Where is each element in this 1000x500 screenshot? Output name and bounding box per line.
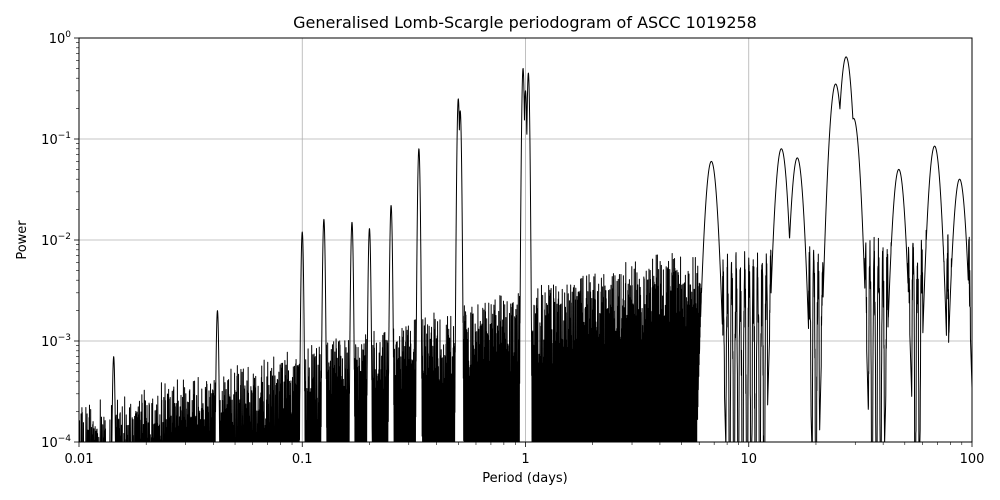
y-axis-label: Power [15,220,30,260]
y-tick-label-base: 10 [41,335,58,350]
chart-title: Generalised Lomb-Scargle periodogram of … [293,13,757,32]
x-tick-label: 1 [521,452,529,467]
y-tick-label: 10−1 [41,131,71,148]
y-tick-label-exponent: −3 [58,333,71,343]
y-tick-label: 100 [49,30,72,47]
x-axis-ticks: 0.01 0.1 1 10 100 [65,442,985,467]
x-tick-label: 100 [960,452,985,467]
x-tick-label: 0.1 [292,452,313,467]
y-tick-label-exponent: 0 [65,30,71,40]
y-tick-label-exponent: −4 [58,434,72,444]
y-tick-label-base: 10 [49,32,66,47]
y-tick-label: 10−4 [41,434,71,451]
y-tick-label-base: 10 [41,133,58,148]
y-tick-label-base: 10 [41,436,58,451]
x-tick-label: 0.01 [65,452,94,467]
y-tick-label: 10−2 [41,232,71,249]
y-tick-label-exponent: −1 [58,131,71,141]
y-tick-label-exponent: −2 [58,232,71,242]
x-axis-label: Period (days) [482,471,568,486]
y-tick-label-base: 10 [41,234,58,249]
x-tick-label: 10 [740,452,757,467]
y-tick-label: 10−3 [41,333,71,350]
